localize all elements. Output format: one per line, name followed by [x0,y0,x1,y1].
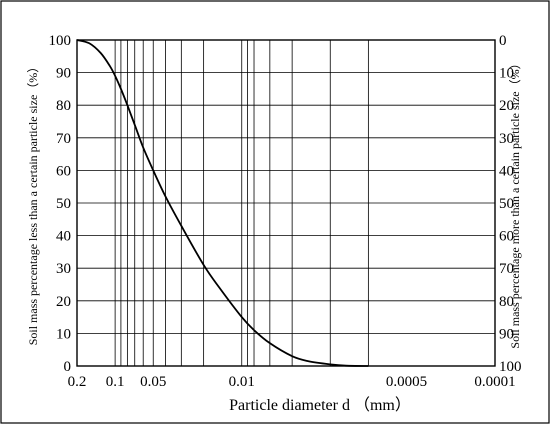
left-tick-label: 40 [56,229,71,245]
x-tick-label: 0.1 [106,374,125,390]
x-axis-label: Particle diameter d （mm） [229,396,411,414]
left-tick-label: 50 [56,196,71,212]
left-tick-label: 0 [64,359,72,375]
right-axis-label: Soil mass percentage more than a certain… [508,57,522,348]
grading-curve [76,39,369,367]
left-axis-label: Soil mass percentage less than a certain… [26,61,40,346]
left-tick-label: 100 [49,33,72,49]
x-tick-label: 0.0001 [474,374,515,390]
x-tick-label: 0.0005 [386,374,427,390]
x-tick-label: 0.2 [68,374,87,390]
right-tick-label: 100 [499,359,522,375]
right-tick-label: 60 [499,229,514,245]
right-tick-label: 0 [499,33,507,49]
x-tick-label: 0.01 [229,374,255,390]
left-tick-label: 90 [56,66,71,82]
x-tick-label: 0.05 [140,374,166,390]
right-tick-label: 90 [499,326,514,342]
right-tick-label: 50 [499,196,514,212]
right-tick-label: 10 [499,66,514,82]
right-tick-label: 70 [499,261,514,277]
left-tick-label: 30 [56,261,71,277]
right-tick-label: 40 [499,163,514,179]
gridlines [77,40,495,366]
left-tick-label: 80 [56,98,71,114]
plot-frame [76,39,496,367]
left-tick-label: 20 [56,294,71,310]
left-tick-label: 70 [56,131,71,147]
left-tick-label: 60 [56,163,71,179]
left-tick-label: 10 [56,326,71,342]
right-tick-label: 20 [499,98,514,114]
right-tick-label: 80 [499,294,514,310]
right-tick-label: 30 [499,131,514,147]
tick-labels: 0102030405060708090100100908070605040302… [49,33,522,390]
